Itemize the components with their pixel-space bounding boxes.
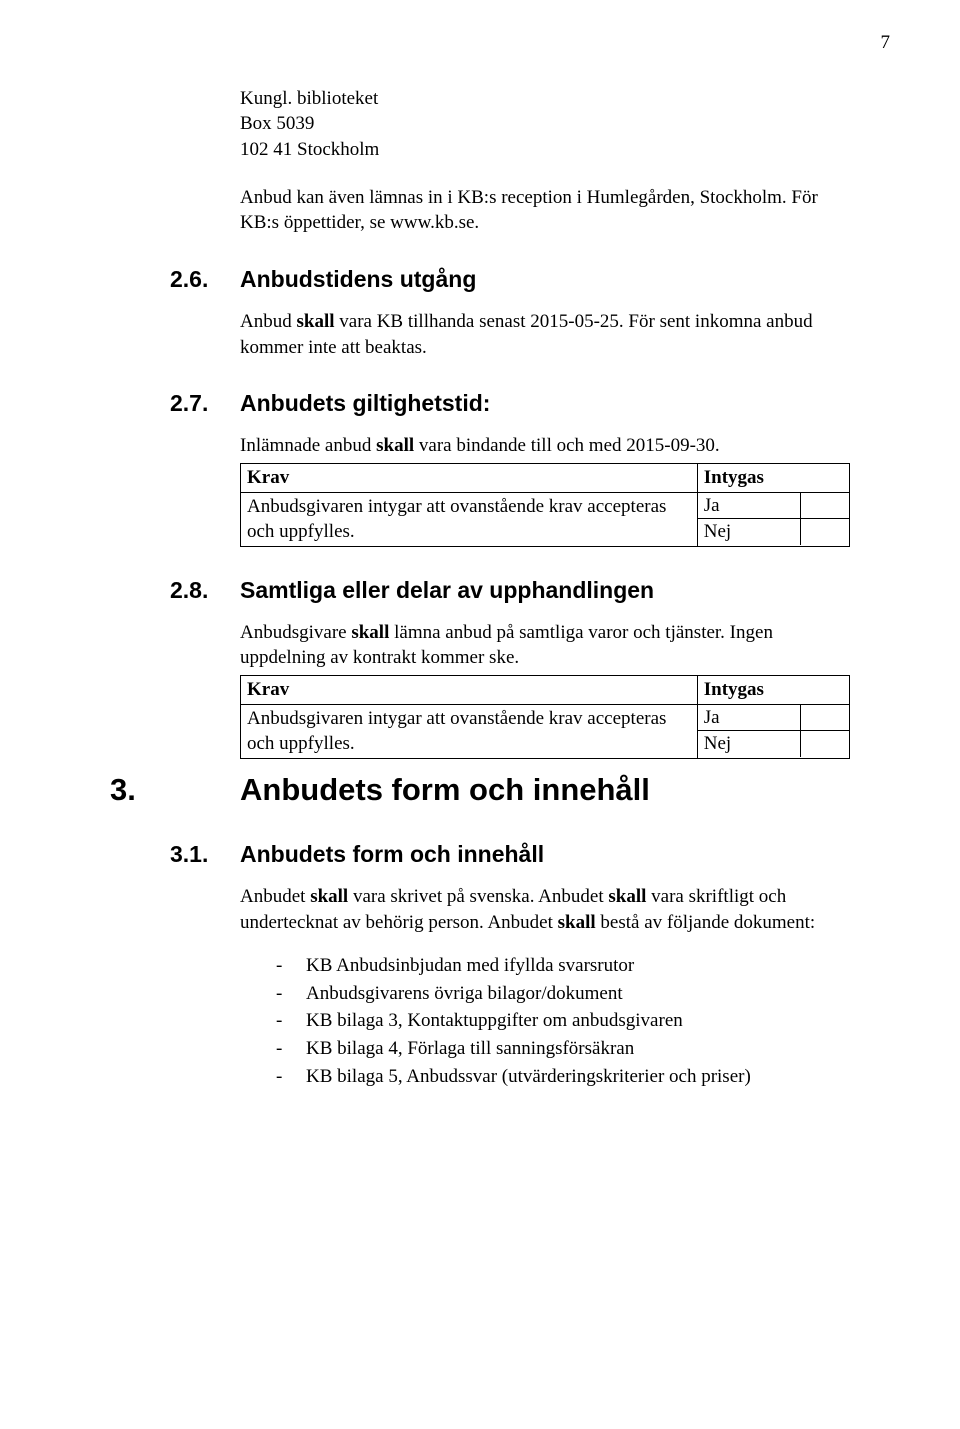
address-line: 102 41 Stockholm [240,137,850,163]
text: KB:s öppettider, se www.kb.se. [240,212,479,233]
text: Anbudsgivare [240,622,351,643]
krav-body: Anbudsgivaren intygar att ovanstående kr… [241,492,698,546]
heading-number: 2.7. [170,388,240,419]
bold-skall: skall [310,886,348,907]
heading-title: Anbudstidens utgång [240,264,476,295]
heading-title: Anbudets giltighetstid: [240,388,490,419]
document-list: KB Anbudsinbjudan med ifyllda svarsrutor… [240,953,850,1089]
heading-title: Samtliga eller delar av upphandlingen [240,575,654,606]
reception-info: Anbud kan även lämnas in i KB:s receptio… [240,185,850,236]
text: Anbud kan även lämnas in i KB:s receptio… [240,187,818,208]
intygas-header: Intygas [697,463,849,492]
address-line: Box 5039 [240,111,850,137]
paragraph: Anbud skall vara KB tillhanda senast 201… [240,309,850,360]
list-item: KB bilaga 3, Kontaktuppgifter om anbudsg… [276,1008,850,1034]
bold-skall: skall [608,886,646,907]
yesno-cell: Ja Nej [697,492,849,546]
krav-table: Krav Intygas Anbudsgivaren intygar att o… [240,463,850,547]
list-item: KB bilaga 4, Förlaga till sanningsförsäk… [276,1036,850,1062]
krav-body: Anbudsgivaren intygar att ovanstående kr… [241,704,698,758]
list-item: Anbudsgivarens övriga bilagor/dokument [276,981,850,1007]
option-yes[interactable]: Ja [698,493,801,519]
option-no[interactable]: Nej [698,519,801,545]
address-line: Kungl. biblioteket [240,86,850,112]
option-no[interactable]: Nej [698,731,801,757]
heading-number: 2.6. [170,264,240,295]
recipient-address: Kungl. biblioteket Box 5039 102 41 Stock… [240,86,850,163]
paragraph: Inlämnade anbud skall vara bindande till… [240,433,850,459]
no-checkbox[interactable] [801,519,849,545]
page-number: 7 [170,30,890,56]
text: Anbudet [240,886,310,907]
bold-skall: skall [376,435,414,456]
heading-2-7: 2.7. Anbudets giltighetstid: [170,388,850,419]
bold-skall: skall [558,912,596,933]
krav-header: Krav [241,463,698,492]
list-item: KB Anbudsinbjudan med ifyllda svarsrutor [276,953,850,979]
krav-table: Krav Intygas Anbudsgivaren intygar att o… [240,675,850,759]
heading-title: Anbudets form och innehåll [240,839,544,870]
text: vara bindande till och med 2015-09-30. [414,435,720,456]
paragraph: Anbud kan även lämnas in i KB:s receptio… [240,185,850,236]
heading-2-8: 2.8. Samtliga eller delar av upphandling… [170,575,850,606]
paragraph: Anbudsgivare skall lämna anbud på samtli… [240,620,850,671]
text: Anbud [240,311,296,332]
yes-checkbox[interactable] [801,705,849,731]
krav-header: Krav [241,676,698,705]
heading-number: 3. [110,769,180,811]
bold-skall: skall [296,311,334,332]
yesno-cell: Ja Nej [697,704,849,758]
intygas-header: Intygas [697,676,849,705]
text: vara skrivet på svenska. Anbudet [348,886,608,907]
list-item: KB bilaga 5, Anbudssvar (utvärderingskri… [276,1064,850,1090]
heading-3: 3. Anbudets form och innehåll [110,769,850,811]
heading-2-6: 2.6. Anbudstidens utgång [170,264,850,295]
text: Inlämnade anbud [240,435,376,456]
yes-checkbox[interactable] [801,493,849,519]
heading-number: 3.1. [170,839,240,870]
option-yes[interactable]: Ja [698,705,801,731]
paragraph: Anbudet skall vara skrivet på svenska. A… [240,884,850,935]
text: bestå av följande dokument: [596,912,816,933]
bold-skall: skall [351,622,389,643]
no-checkbox[interactable] [801,731,849,757]
heading-3-1: 3.1. Anbudets form och innehåll [170,839,850,870]
heading-number: 2.8. [170,575,240,606]
heading-title: Anbudets form och innehåll [240,769,650,811]
